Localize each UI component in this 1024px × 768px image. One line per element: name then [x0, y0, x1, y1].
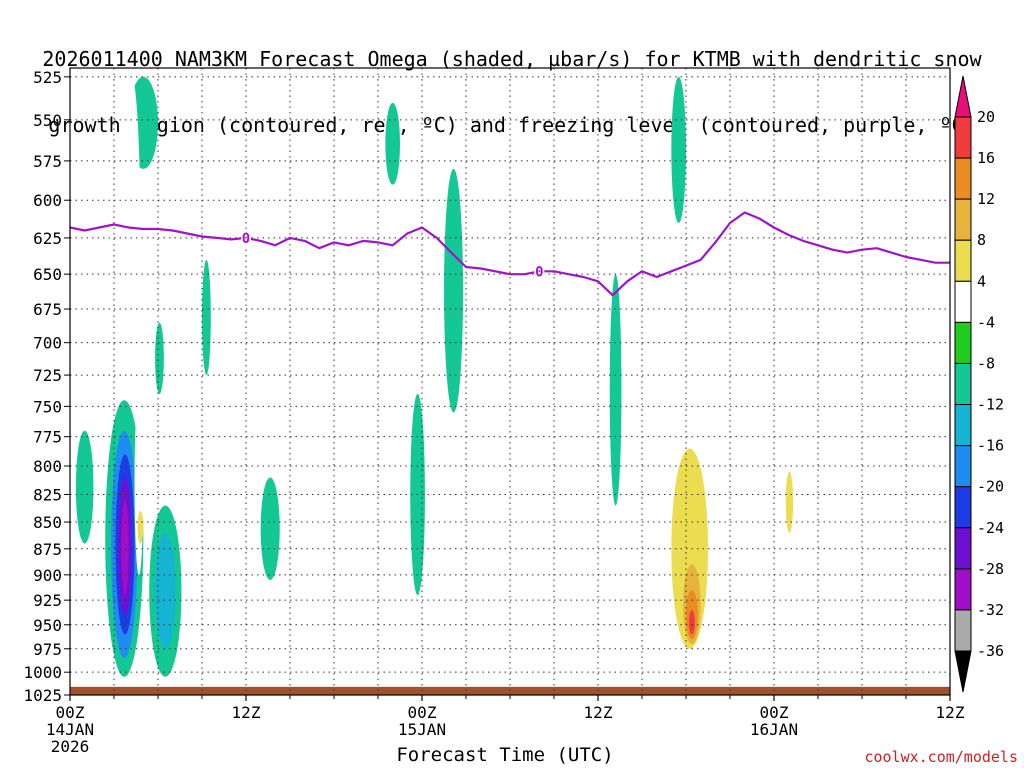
freezing-level-label: 0 — [535, 264, 543, 280]
colorbar-tick-label: 16 — [977, 149, 995, 167]
y-tick-label: 975 — [33, 640, 62, 659]
omega-region — [385, 102, 400, 185]
omega-region — [94, 543, 100, 596]
colorbar-swatch — [954, 404, 972, 447]
omega-region — [75, 430, 94, 544]
y-tick-label: 800 — [33, 457, 62, 476]
y-axis-ticks: 525 550 575 600 625 650 675 700 725 750 775 800 825 8… — [23, 68, 70, 705]
y-tick-label: 750 — [33, 397, 62, 416]
y-tick-label: 1000 — [23, 663, 62, 682]
freezing-level-line — [70, 211, 950, 297]
omega-region — [202, 259, 211, 376]
y-tick-label: 525 — [33, 68, 62, 87]
x-tick-date: 16JAN — [750, 720, 798, 739]
y-tick-label: 725 — [33, 366, 62, 385]
y-tick-label: 950 — [33, 616, 62, 635]
freezing-level-label-bg — [534, 263, 545, 280]
colorbar-tick-label: -16 — [977, 437, 1004, 455]
colorbar-tick-label: -28 — [977, 560, 1004, 578]
x-tick-year: 2026 — [51, 737, 90, 756]
colorbar-swatch-top — [954, 75, 972, 118]
colorbar-swatch — [954, 527, 972, 570]
omega-region — [155, 322, 164, 394]
omega-region — [444, 168, 464, 413]
colorbar-swatch — [954, 198, 972, 241]
colorbar-tick-label: -12 — [977, 396, 1004, 414]
colorbar-tick-label: 8 — [977, 231, 986, 249]
chart-title-line1: 2026011400 NAM3KM Forecast Omega (shaded… — [42, 47, 982, 71]
y-tick-label: 850 — [33, 513, 62, 532]
omega-region — [719, 505, 763, 611]
freezing-level-label: 0 — [242, 231, 250, 247]
freezing-level-label-bg — [241, 229, 251, 246]
x-tick-label: 12Z — [936, 703, 965, 722]
omega-region — [134, 393, 144, 575]
colorbar-swatch — [954, 445, 972, 488]
omega-region — [609, 274, 622, 506]
y-tick-label: 925 — [33, 591, 62, 610]
x-tick-label: 00Z — [56, 703, 85, 722]
y-tick-label: 825 — [33, 485, 62, 504]
x-axis-label: Forecast Time (UTC) — [396, 744, 614, 766]
y-tick-label: 650 — [33, 265, 62, 284]
colorbar-tick-label: 4 — [977, 272, 986, 290]
y-tick-label: 700 — [33, 334, 62, 353]
omega-shading — [75, 76, 893, 677]
x-tick-label: 00Z — [408, 703, 437, 722]
omega-region — [122, 76, 141, 394]
plot-grid — [70, 68, 950, 696]
x-tick-date: 15JAN — [398, 720, 446, 739]
colorbar-tick-label: 12 — [977, 190, 995, 208]
omega-region — [452, 564, 471, 611]
x-tick-date: 14JAN — [46, 720, 94, 739]
colorbar-swatch-bottom — [954, 650, 972, 693]
y-tick-label: 575 — [33, 152, 62, 171]
colorbar-swatch — [954, 157, 972, 200]
chart-title: 2026011400 NAM3KM Forecast Omega (shaded… — [0, 4, 1024, 158]
freezing-level-contour: 00 — [70, 211, 950, 297]
colorbar-swatch — [954, 239, 972, 282]
colorbar-tick-label: -32 — [977, 601, 1004, 619]
omega-region — [121, 500, 129, 596]
colorbar-swatch — [954, 486, 972, 529]
colorbar: 20 16 12 8 4 -4 -8 -12 -16 -20 -24 -28 -32 -36 — [954, 75, 1004, 693]
colorbar-tick-label: -4 — [977, 313, 995, 331]
y-tick-label: 600 — [33, 191, 62, 210]
colorbar-swatch — [954, 116, 972, 159]
chart-title-line2: growth region (contoured, red, ºC) and f… — [48, 113, 976, 137]
x-tick-label: 00Z — [760, 703, 789, 722]
omega-region — [688, 610, 695, 635]
colorbar-swatch — [954, 609, 972, 652]
y-tick-label: 875 — [33, 540, 62, 559]
y-tick-label: 675 — [33, 300, 62, 319]
omega-region — [137, 511, 144, 544]
omega-region — [879, 600, 893, 640]
colorbar-tick-label: 20 — [977, 108, 995, 126]
colorbar-swatch — [954, 362, 972, 406]
omega-region — [671, 76, 687, 224]
y-tick-label: 625 — [33, 229, 62, 248]
y-tick-label: 900 — [33, 566, 62, 585]
colorbar-swatch — [954, 280, 972, 323]
y-tick-label: 775 — [33, 428, 62, 447]
credit-text[interactable]: coolwx.com/models — [864, 748, 1018, 766]
colorbar-swatch — [954, 321, 972, 364]
colorbar-swatch — [954, 568, 972, 611]
y-tick-label: 1025 — [23, 686, 62, 705]
x-tick-label: 12Z — [584, 703, 613, 722]
omega-region — [232, 564, 251, 649]
colorbar-tick-label: -20 — [977, 478, 1004, 496]
colorbar-tick-label: -8 — [977, 354, 995, 372]
omega-region — [172, 412, 180, 455]
omega-region — [155, 532, 176, 649]
x-tick-label: 12Z — [232, 703, 261, 722]
y-tick-label: 550 — [33, 111, 62, 130]
colorbar-tick-label: -36 — [977, 642, 1004, 660]
colorbar-tick-label: -24 — [977, 519, 1004, 537]
omega-region — [260, 477, 280, 580]
omega-region — [785, 471, 794, 533]
